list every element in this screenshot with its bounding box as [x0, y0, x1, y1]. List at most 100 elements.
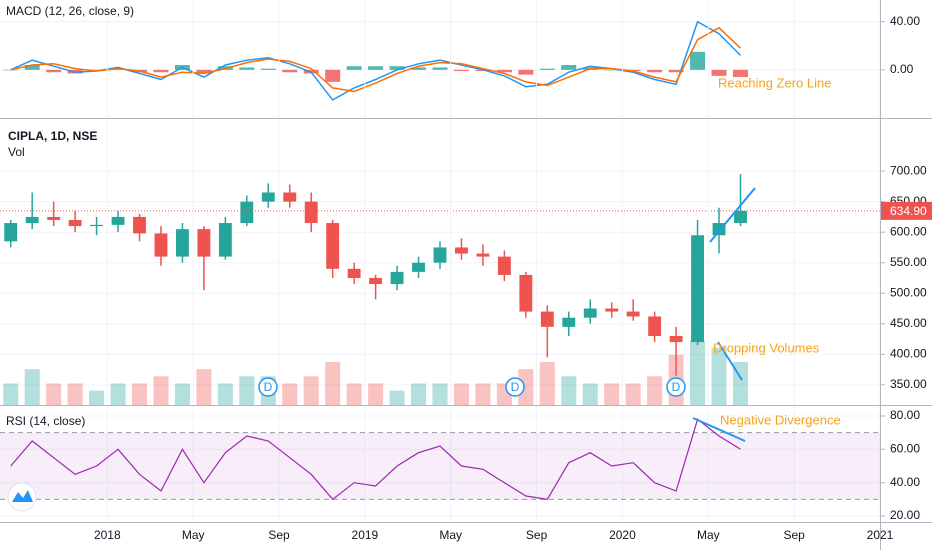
candle-body [326, 223, 340, 269]
candle-body [68, 219, 82, 227]
volume-bar [368, 383, 384, 405]
y-tick-label: 350.00 [890, 377, 927, 391]
marker-label: D [511, 380, 520, 394]
trendline [717, 341, 743, 381]
volume-bar [582, 383, 598, 405]
x-tick-label: Sep [268, 528, 290, 542]
volume-bar [389, 390, 405, 405]
line [10, 26, 742, 93]
histogram-bar [604, 69, 620, 71]
candle-body [626, 311, 640, 317]
histogram-bar [539, 68, 555, 70]
dividend-marker[interactable]: D [505, 377, 525, 397]
histogram-bar [668, 69, 684, 73]
histogram-bar [346, 66, 362, 70]
candle-body [283, 192, 297, 202]
candle-body [304, 201, 318, 224]
volume-bar [46, 383, 62, 405]
candle-body [261, 192, 275, 202]
trendline [692, 417, 746, 442]
y-tick-label: 500.00 [890, 285, 927, 299]
histogram-bar [368, 66, 384, 70]
histogram-bar [561, 65, 577, 70]
x-tick-label: May [697, 528, 720, 542]
logo[interactable] [7, 482, 37, 512]
histogram-bar [46, 69, 62, 73]
dividend-marker[interactable]: D [666, 377, 686, 397]
histogram-bar [196, 69, 212, 74]
histogram-bar [3, 69, 19, 71]
y-tick-label: 600.00 [890, 224, 927, 238]
candle-body [390, 271, 404, 285]
x-tick-label: Sep [526, 528, 548, 542]
x-tick-label: 2019 [352, 528, 379, 542]
volume-title: Vol [8, 145, 25, 159]
candle-body [240, 201, 254, 224]
last-price-box [881, 201, 932, 220]
x-tick-label: 2021 [867, 528, 894, 542]
x-tick-label: 2020 [609, 528, 636, 542]
volume-bar [647, 376, 663, 405]
volume-bar [282, 383, 298, 405]
y-tick-label: 80.00 [890, 408, 920, 422]
macd-title: MACD (12, 26, close, 9) [6, 4, 134, 18]
volume-bar [346, 383, 362, 405]
y-tick-label: 550.00 [890, 255, 927, 269]
volume-bar [153, 376, 169, 405]
volume-bar [625, 383, 641, 405]
volume-bar [453, 383, 469, 405]
candle-body [562, 317, 576, 327]
annotation: Negative Divergence [720, 412, 841, 427]
candle-body [691, 235, 704, 343]
candle-body [540, 311, 554, 327]
volume-bar [217, 383, 233, 405]
volume-bar [196, 369, 212, 405]
volume-bar [132, 383, 148, 405]
volume-bar [325, 361, 341, 405]
histogram-bar [453, 69, 469, 72]
y-tick-label: 700.00 [890, 163, 927, 177]
histogram-bar [325, 69, 341, 82]
rsi-title: RSI (14, close) [6, 414, 85, 428]
candle-body [197, 229, 211, 257]
volume-bar [518, 369, 534, 405]
candle-body [583, 308, 597, 318]
volume-bar [432, 383, 448, 405]
histogram-bar [239, 67, 255, 70]
histogram-bar [732, 69, 748, 78]
histogram-bar [24, 65, 40, 70]
line [10, 418, 741, 501]
y-tick-label: 40.00 [890, 14, 920, 28]
trendline [709, 187, 756, 243]
y-tick-label: 40.00 [890, 475, 920, 489]
histogram-bar [647, 69, 663, 73]
histogram-bar [411, 67, 427, 70]
candle-body [455, 247, 468, 254]
volume-bar [24, 369, 40, 405]
volume-bar [303, 376, 319, 405]
histogram-bar [432, 67, 448, 70]
volume-bar [174, 383, 190, 405]
volume-bar [711, 347, 727, 405]
histogram-bar [496, 69, 512, 73]
volume-bar [475, 383, 491, 405]
histogram-bar [89, 69, 105, 71]
candle-body [111, 216, 125, 225]
candle-body [497, 256, 511, 275]
y-tick-label: 0.00 [890, 62, 914, 76]
histogram-bar [711, 69, 727, 76]
candle-body [412, 262, 425, 272]
x-tick-label: May [439, 528, 462, 542]
y-tick-label: 400.00 [890, 346, 927, 360]
candle-body [218, 223, 232, 257]
histogram-bar [153, 69, 169, 73]
candle-body [4, 223, 18, 242]
rsi-band [0, 432, 880, 500]
candle-body [154, 233, 168, 257]
dividend-marker[interactable]: D [258, 377, 278, 397]
last-price-label: 634.90 [890, 204, 927, 218]
volume-bar [89, 390, 105, 405]
